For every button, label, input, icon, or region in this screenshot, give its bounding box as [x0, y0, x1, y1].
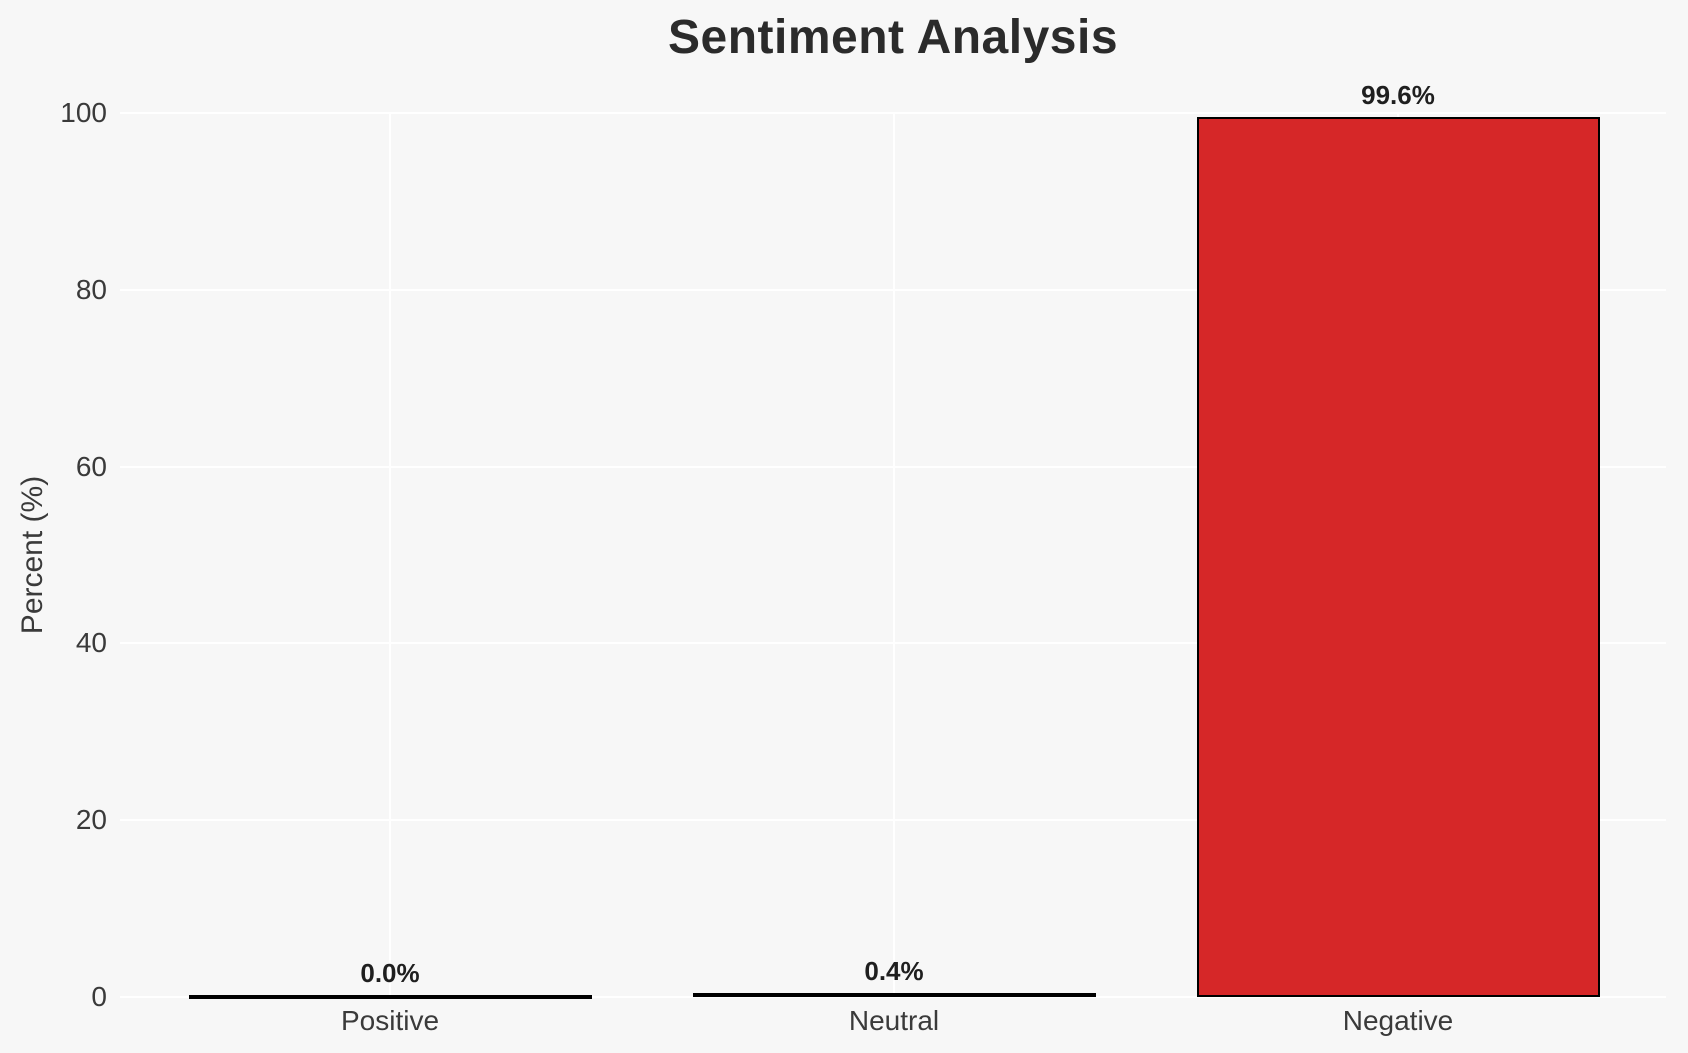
- bar-positive: [188, 995, 592, 999]
- x-tick-label-positive: Positive: [340, 1005, 440, 1036]
- y-tick-label-100: 100: [60, 97, 107, 128]
- bar-value-label-neutral: 0.4%: [864, 956, 924, 986]
- bar-value-label-positive: 0.0%: [360, 958, 420, 988]
- x-tick-label-neutral: Neutral: [848, 1005, 940, 1036]
- y-tick-label-40: 40: [75, 627, 107, 659]
- h-gridline-0: [120, 996, 1666, 998]
- bar-value-label-negative: 99.6%: [1361, 80, 1435, 110]
- y-tick-label-0: 0: [91, 981, 107, 1012]
- y-tick-label-80: 80: [75, 273, 107, 305]
- bar-negative: [1196, 117, 1600, 997]
- bar-neutral: [692, 993, 1096, 997]
- x-tick-label-negative: Negative: [1342, 1005, 1454, 1036]
- v-gridline-positive: [389, 113, 391, 997]
- v-gridline-neutral: [893, 113, 895, 997]
- chart-title: Sentiment Analysis: [667, 11, 1119, 64]
- y-axis-title: Percent (%): [16, 475, 49, 635]
- y-tick-label-20: 20: [75, 804, 107, 836]
- y-tick-label-60: 60: [75, 450, 107, 482]
